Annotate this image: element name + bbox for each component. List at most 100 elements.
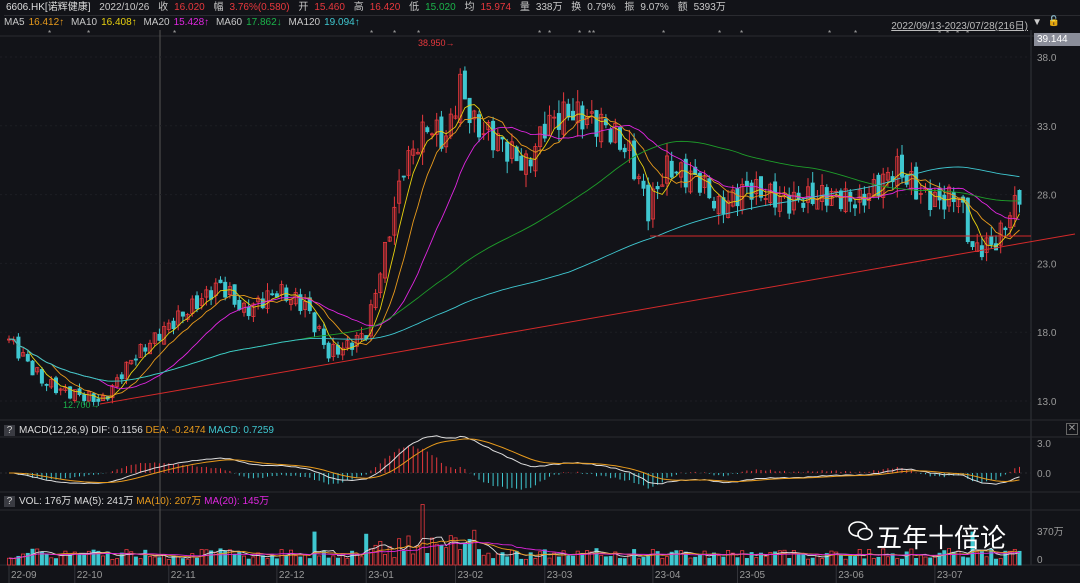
volume-bar (270, 554, 275, 566)
candle-body (801, 202, 806, 208)
x-tick-label: 23-04 (655, 570, 681, 581)
event-star-icon: * (938, 29, 941, 38)
volume-bar (91, 549, 96, 566)
candle-body (571, 110, 576, 121)
volume-bar (538, 551, 543, 566)
volume-bar (105, 551, 110, 566)
volume-bar (21, 553, 26, 566)
candle-body (810, 182, 815, 204)
vol-ma5: MA(5): 241万 (74, 496, 134, 507)
candle-body (561, 101, 566, 135)
volume-bar (317, 555, 322, 566)
volume-bar (547, 557, 552, 566)
volume-bar (528, 552, 533, 566)
close-label: 收 (158, 2, 169, 13)
close-icon[interactable]: ✕ (1066, 423, 1078, 435)
candle-body (476, 114, 481, 138)
low-label: 低 (409, 2, 420, 13)
candle-body (425, 127, 430, 133)
volume-bar (660, 558, 665, 566)
volume-bar (382, 553, 387, 566)
volume-bar (462, 543, 467, 566)
volume-bar (979, 551, 984, 566)
candle-body (86, 391, 91, 402)
volume-bar (326, 557, 331, 566)
amount-value: 5393万 (693, 2, 726, 13)
volume-bar (101, 555, 106, 566)
vol-ma10-line (8, 539, 1020, 559)
ma5-value: 16.412↑ (28, 17, 65, 28)
volume-bar (495, 553, 500, 566)
volume-bar (914, 557, 919, 566)
candle-body (453, 115, 458, 119)
volume-bar (143, 549, 148, 566)
dropdown-triangle-icon[interactable]: ▼ (1032, 17, 1042, 28)
candle-body (547, 114, 552, 137)
symbol[interactable]: 6606.HK[诺辉健康] (6, 2, 91, 13)
volume-bar (82, 554, 87, 566)
macd-value: MACD: 0.7259 (208, 425, 274, 436)
event-star-icon: * (393, 29, 396, 38)
volume-bar (392, 557, 397, 566)
volume-bar (162, 554, 167, 566)
volume-bar (632, 549, 637, 566)
vol-ma10: MA(10): 207万 (136, 496, 202, 507)
x-tick-label: 22-09 (11, 570, 37, 581)
vol-tick-label: 0 (1037, 555, 1043, 566)
volume-bar (994, 558, 999, 566)
candle-body (237, 299, 242, 310)
volume-bar (824, 553, 829, 566)
volume-bar (984, 556, 989, 566)
event-star-icon: * (828, 29, 831, 38)
candle-body (749, 182, 754, 200)
volume-bar (486, 552, 491, 566)
candle-body (697, 172, 702, 193)
event-star-icon: * (662, 29, 665, 38)
volume-bar (157, 557, 162, 566)
volume-bar (25, 552, 30, 566)
volume-bar (378, 541, 383, 566)
date-range-selector[interactable]: 2022/09/13-2023/07/28(216日) (891, 21, 1028, 32)
high-value: 16.420 (369, 2, 401, 13)
x-tick-label: 23-02 (458, 570, 484, 581)
amplitude-value: 9.07% (640, 2, 669, 13)
volume-bar (622, 558, 627, 566)
volume-bar (279, 549, 284, 566)
max-price-label: 38.950→ (418, 38, 455, 48)
volume-bar (763, 555, 768, 566)
watermark: 五年十倍论 (876, 524, 1007, 554)
volume-bar (716, 555, 721, 566)
candle-body (368, 304, 373, 337)
lock-icon[interactable]: 🔓 (1047, 16, 1060, 27)
candle-body (176, 310, 181, 326)
wechat-icon (848, 521, 873, 541)
volume-bar (961, 556, 966, 566)
volume-bar (227, 549, 232, 566)
volume-bar (721, 556, 726, 566)
volume-bar (618, 558, 623, 566)
amount-label: 额 (677, 2, 688, 13)
volume-bar (39, 551, 44, 566)
candle-body (491, 120, 496, 151)
volume-value: 338万 (535, 2, 563, 13)
volume-bar (166, 559, 171, 566)
macd-legend: ? MACD(12,26,9) DIF: 0.1156 DEA: -0.2474 … (4, 424, 274, 437)
ma120-value: 19.094↑ (324, 17, 360, 28)
candle-body (166, 322, 171, 330)
volume-bar (777, 550, 782, 566)
ma20-label: MA20 (143, 17, 170, 28)
candle-body (293, 292, 298, 305)
volume-bar (603, 556, 608, 566)
candle-body (345, 340, 350, 349)
ma60-line (8, 140, 1020, 382)
volume-bar (787, 558, 792, 566)
volume-bar (580, 552, 585, 566)
volume-bar (740, 550, 745, 566)
candle-body (110, 385, 115, 399)
ma10-value: 16.408↑ (101, 17, 137, 28)
volume-bar (881, 548, 886, 566)
vol-help-button[interactable]: ? (4, 496, 15, 507)
amplitude-label: 振 (624, 2, 635, 13)
macd-help-button[interactable]: ? (4, 425, 15, 436)
